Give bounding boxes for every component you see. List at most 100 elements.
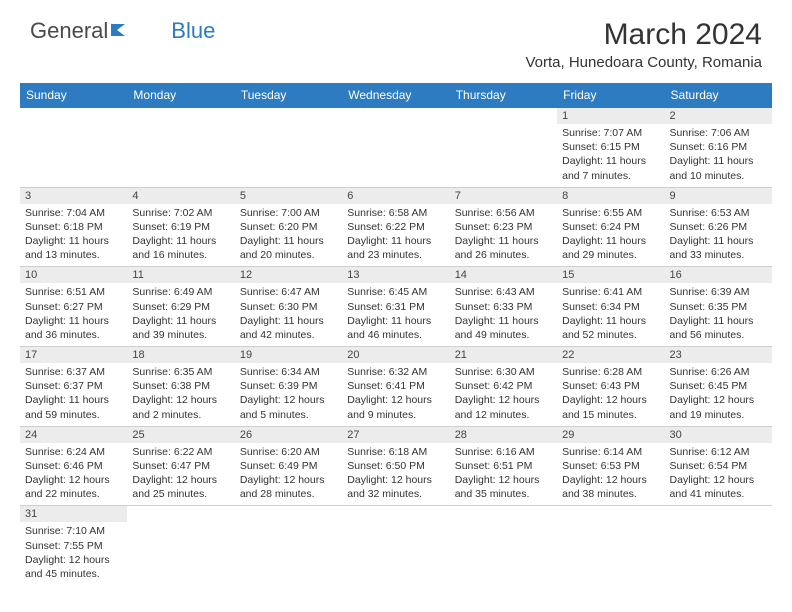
day-number: 10 [20, 267, 127, 283]
daylight-text: Daylight: 11 hours and 29 minutes. [562, 234, 659, 262]
calendar-week-row: 10Sunrise: 6:51 AMSunset: 6:27 PMDayligh… [20, 267, 772, 347]
sunrise-text: Sunrise: 6:28 AM [562, 365, 659, 379]
day-body: Sunrise: 6:47 AMSunset: 6:30 PMDaylight:… [235, 283, 342, 346]
day-number: 12 [235, 267, 342, 283]
sunrise-text: Sunrise: 6:39 AM [670, 285, 767, 299]
sunset-text: Sunset: 6:49 PM [240, 459, 337, 473]
day-number [235, 108, 342, 124]
day-body: Sunrise: 6:53 AMSunset: 6:26 PMDaylight:… [665, 204, 772, 267]
sunset-text: Sunset: 6:23 PM [455, 220, 552, 234]
calendar-day-cell: 23Sunrise: 6:26 AMSunset: 6:45 PMDayligh… [665, 347, 772, 427]
daylight-text: Daylight: 11 hours and 23 minutes. [347, 234, 444, 262]
day-body [342, 124, 449, 130]
day-number: 25 [127, 427, 234, 443]
calendar-week-row: 31Sunrise: 7:10 AMSunset: 7:55 PMDayligh… [20, 506, 772, 585]
day-body: Sunrise: 6:39 AMSunset: 6:35 PMDaylight:… [665, 283, 772, 346]
calendar-day-cell: 18Sunrise: 6:35 AMSunset: 6:38 PMDayligh… [127, 347, 234, 427]
day-body: Sunrise: 6:28 AMSunset: 6:43 PMDaylight:… [557, 363, 664, 426]
sunset-text: Sunset: 6:15 PM [562, 140, 659, 154]
daylight-text: Daylight: 12 hours and 28 minutes. [240, 473, 337, 501]
sunrise-text: Sunrise: 6:34 AM [240, 365, 337, 379]
day-body: Sunrise: 6:34 AMSunset: 6:39 PMDaylight:… [235, 363, 342, 426]
calendar-day-cell: 17Sunrise: 6:37 AMSunset: 6:37 PMDayligh… [20, 347, 127, 427]
calendar-week-row: 17Sunrise: 6:37 AMSunset: 6:37 PMDayligh… [20, 347, 772, 427]
calendar-day-cell: 27Sunrise: 6:18 AMSunset: 6:50 PMDayligh… [342, 426, 449, 506]
calendar-week-row: 3Sunrise: 7:04 AMSunset: 6:18 PMDaylight… [20, 187, 772, 267]
day-body: Sunrise: 6:56 AMSunset: 6:23 PMDaylight:… [450, 204, 557, 267]
day-number: 4 [127, 188, 234, 204]
calendar-day-cell: 25Sunrise: 6:22 AMSunset: 6:47 PMDayligh… [127, 426, 234, 506]
calendar-day-cell: 15Sunrise: 6:41 AMSunset: 6:34 PMDayligh… [557, 267, 664, 347]
calendar-day-cell: 4Sunrise: 7:02 AMSunset: 6:19 PMDaylight… [127, 187, 234, 267]
day-body: Sunrise: 6:12 AMSunset: 6:54 PMDaylight:… [665, 443, 772, 506]
calendar-day-cell [127, 108, 234, 188]
sunrise-text: Sunrise: 7:02 AM [132, 206, 229, 220]
daylight-text: Daylight: 12 hours and 45 minutes. [25, 553, 122, 581]
day-body: Sunrise: 6:49 AMSunset: 6:29 PMDaylight:… [127, 283, 234, 346]
day-body [127, 124, 234, 130]
location-label: Vorta, Hunedoara County, Romania [525, 54, 762, 71]
title-block: March 2024 Vorta, Hunedoara County, Roma… [525, 18, 762, 71]
sunset-text: Sunset: 6:27 PM [25, 300, 122, 314]
sunset-text: Sunset: 6:19 PM [132, 220, 229, 234]
daylight-text: Daylight: 12 hours and 41 minutes. [670, 473, 767, 501]
calendar-day-cell: 7Sunrise: 6:56 AMSunset: 6:23 PMDaylight… [450, 187, 557, 267]
sunrise-text: Sunrise: 7:06 AM [670, 126, 767, 140]
calendar-day-cell: 22Sunrise: 6:28 AMSunset: 6:43 PMDayligh… [557, 347, 664, 427]
sunrise-text: Sunrise: 6:32 AM [347, 365, 444, 379]
day-number: 30 [665, 427, 772, 443]
calendar-day-cell: 13Sunrise: 6:45 AMSunset: 6:31 PMDayligh… [342, 267, 449, 347]
daylight-text: Daylight: 11 hours and 13 minutes. [25, 234, 122, 262]
day-number [127, 506, 234, 522]
sunset-text: Sunset: 6:22 PM [347, 220, 444, 234]
sunrise-text: Sunrise: 6:20 AM [240, 445, 337, 459]
daylight-text: Daylight: 12 hours and 22 minutes. [25, 473, 122, 501]
daylight-text: Daylight: 11 hours and 33 minutes. [670, 234, 767, 262]
calendar-day-cell: 26Sunrise: 6:20 AMSunset: 6:49 PMDayligh… [235, 426, 342, 506]
brand-part2: Blue [171, 18, 215, 44]
sunrise-text: Sunrise: 6:41 AM [562, 285, 659, 299]
calendar-day-cell: 16Sunrise: 6:39 AMSunset: 6:35 PMDayligh… [665, 267, 772, 347]
sunset-text: Sunset: 6:43 PM [562, 379, 659, 393]
day-number: 8 [557, 188, 664, 204]
sunrise-text: Sunrise: 6:22 AM [132, 445, 229, 459]
calendar-day-cell: 11Sunrise: 6:49 AMSunset: 6:29 PMDayligh… [127, 267, 234, 347]
sunset-text: Sunset: 6:38 PM [132, 379, 229, 393]
flag-icon [111, 18, 133, 44]
day-body [235, 522, 342, 528]
daylight-text: Daylight: 12 hours and 2 minutes. [132, 393, 229, 421]
calendar-week-row: 24Sunrise: 6:24 AMSunset: 6:46 PMDayligh… [20, 426, 772, 506]
day-body [342, 522, 449, 528]
calendar-day-cell: 6Sunrise: 6:58 AMSunset: 6:22 PMDaylight… [342, 187, 449, 267]
day-body: Sunrise: 6:55 AMSunset: 6:24 PMDaylight:… [557, 204, 664, 267]
day-body: Sunrise: 6:20 AMSunset: 6:49 PMDaylight:… [235, 443, 342, 506]
day-number: 16 [665, 267, 772, 283]
day-header: Saturday [665, 83, 772, 108]
sunset-text: Sunset: 6:47 PM [132, 459, 229, 473]
calendar-day-cell: 31Sunrise: 7:10 AMSunset: 7:55 PMDayligh… [20, 506, 127, 585]
calendar-day-cell [450, 108, 557, 188]
sunset-text: Sunset: 6:41 PM [347, 379, 444, 393]
daylight-text: Daylight: 12 hours and 5 minutes. [240, 393, 337, 421]
sunset-text: Sunset: 6:42 PM [455, 379, 552, 393]
daylight-text: Daylight: 12 hours and 19 minutes. [670, 393, 767, 421]
sunrise-text: Sunrise: 6:45 AM [347, 285, 444, 299]
day-number: 23 [665, 347, 772, 363]
sunrise-text: Sunrise: 6:30 AM [455, 365, 552, 379]
page-header: General Blue March 2024 Vorta, Hunedoara… [0, 0, 792, 79]
calendar-day-cell: 20Sunrise: 6:32 AMSunset: 6:41 PMDayligh… [342, 347, 449, 427]
calendar-day-cell: 14Sunrise: 6:43 AMSunset: 6:33 PMDayligh… [450, 267, 557, 347]
day-number [127, 108, 234, 124]
day-body: Sunrise: 6:16 AMSunset: 6:51 PMDaylight:… [450, 443, 557, 506]
sunrise-text: Sunrise: 6:58 AM [347, 206, 444, 220]
calendar-day-cell: 24Sunrise: 6:24 AMSunset: 6:46 PMDayligh… [20, 426, 127, 506]
day-body [665, 522, 772, 528]
day-number: 20 [342, 347, 449, 363]
sunset-text: Sunset: 6:18 PM [25, 220, 122, 234]
daylight-text: Daylight: 12 hours and 15 minutes. [562, 393, 659, 421]
day-number: 15 [557, 267, 664, 283]
calendar-day-cell [235, 506, 342, 585]
calendar-day-cell [235, 108, 342, 188]
day-number [342, 108, 449, 124]
day-number: 21 [450, 347, 557, 363]
